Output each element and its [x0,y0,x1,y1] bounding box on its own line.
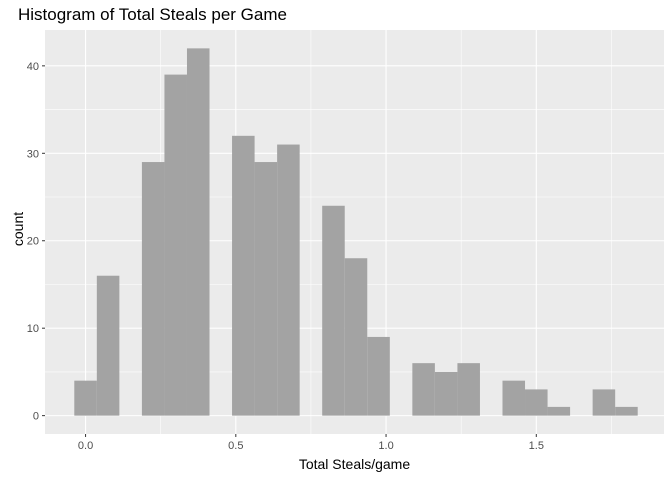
histogram-bar [74,380,97,416]
histogram-bar [141,162,165,416]
y-tick-label: 30 [27,148,39,160]
chart-title: Histogram of Total Steals per Game [18,5,287,24]
y-tick-label: 40 [27,61,39,73]
histogram-bar [254,162,278,416]
histogram-bar [344,258,368,416]
y-tick-label: 20 [27,236,39,248]
histogram-bar [592,389,616,416]
histogram-bar [615,406,638,416]
y-tick-label: 0 [33,411,39,423]
histogram-bar [96,275,120,416]
histogram-bar [232,135,255,416]
histogram-bar [547,406,571,416]
x-tick-label: 0.5 [228,440,243,452]
y-axis-label: count [10,211,26,247]
histogram-bar [434,371,458,416]
x-axis: 0.0 0.5 1.0 1.5 [78,434,544,452]
histogram-bar [525,389,548,416]
x-tick-label: 1.5 [529,440,544,452]
histogram-bar [277,144,300,416]
histogram-bar [457,363,480,416]
x-tick-label: 0.0 [78,440,93,452]
histogram-bars [74,48,638,416]
x-tick-label: 1.0 [378,440,393,452]
histogram-bar [412,363,435,416]
x-axis-label: Total Steals/game [298,456,411,472]
histogram-bar [164,74,187,416]
histogram-bar [367,336,390,416]
histogram-bar [186,48,210,416]
histogram-bar [502,380,526,416]
histogram-bar [322,205,345,416]
y-tick-label: 10 [27,323,39,335]
y-axis: 0 10 20 30 40 [27,61,45,423]
